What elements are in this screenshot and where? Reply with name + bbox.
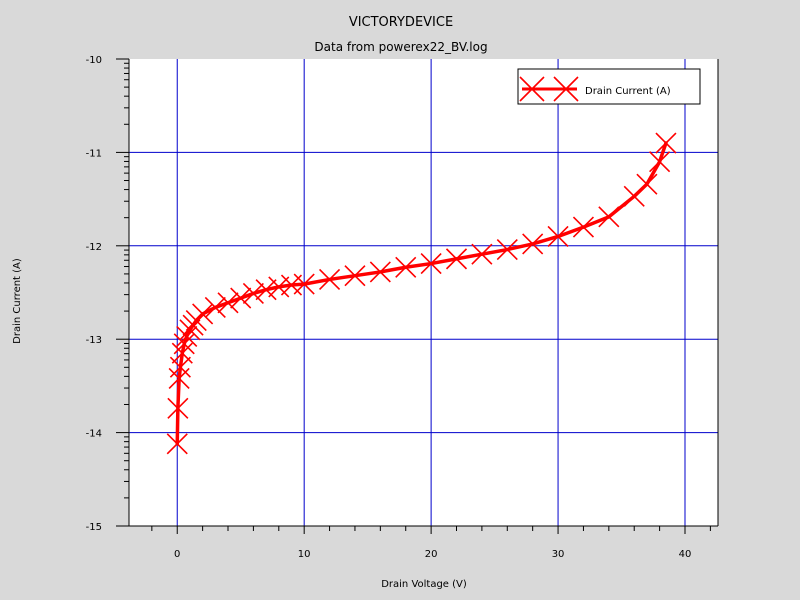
data-point xyxy=(649,151,671,173)
data-point xyxy=(166,433,188,455)
data-point xyxy=(471,243,493,265)
y-tick-label: -12 xyxy=(86,242,102,253)
data-point xyxy=(293,273,315,295)
y-tick-label: -15 xyxy=(86,522,102,533)
data-point xyxy=(344,265,366,287)
chart-title: VICTORYDEVICE xyxy=(349,15,453,30)
data-point xyxy=(598,206,620,228)
data-point xyxy=(192,303,214,325)
data-point xyxy=(171,342,193,364)
data-point xyxy=(655,132,677,154)
x-tick-label: 20 xyxy=(425,549,438,560)
data-point xyxy=(268,276,290,298)
x-axis-label: Drain Voltage (V) xyxy=(381,579,467,590)
y-tick-label: -14 xyxy=(86,429,102,440)
axes xyxy=(128,59,719,527)
series-layer xyxy=(166,132,677,455)
data-point xyxy=(204,296,226,319)
x-tick-label: 0 xyxy=(174,549,180,560)
gridlines xyxy=(129,59,718,526)
data-point xyxy=(522,233,544,255)
data-point xyxy=(182,314,204,336)
y-tick-label: -11 xyxy=(86,148,102,159)
data-point xyxy=(547,225,569,248)
data-point xyxy=(636,173,658,195)
x-tick-label: 40 xyxy=(679,549,692,560)
legend-box xyxy=(517,68,701,105)
data-point xyxy=(179,319,201,341)
data-point xyxy=(318,268,341,290)
data-point xyxy=(230,287,252,309)
data-point xyxy=(445,248,468,270)
data-point xyxy=(496,238,518,261)
x-tick-label: 10 xyxy=(298,549,311,560)
data-point xyxy=(572,216,595,238)
chart-subtitle: Data from powerex22_BV.log xyxy=(314,40,487,54)
x-tick-label: 30 xyxy=(552,549,565,560)
data-point xyxy=(169,356,191,378)
legend-label: Drain Current (A) xyxy=(585,86,671,97)
data-point xyxy=(255,279,277,301)
legend-markers xyxy=(519,76,579,102)
legend-marker-icon xyxy=(553,76,579,102)
data-point xyxy=(242,282,264,304)
data-point xyxy=(369,261,391,283)
legend: Drain Current (A) xyxy=(517,68,701,105)
y-axis-label: Drain Current (A) xyxy=(12,258,23,344)
data-point xyxy=(176,325,198,347)
y-tick-label: -13 xyxy=(86,335,102,346)
legend-marker-icon xyxy=(519,76,545,102)
data-point xyxy=(420,252,442,275)
axis-ticks: 0 10 20 30 40 -15 -14 -13 -12 -11 -10 xyxy=(86,55,711,560)
data-point xyxy=(167,397,189,419)
plot-area xyxy=(129,59,718,526)
data-point xyxy=(173,333,195,355)
y-tick-label: -10 xyxy=(86,55,102,66)
data-point xyxy=(217,292,239,314)
data-point xyxy=(395,256,417,278)
